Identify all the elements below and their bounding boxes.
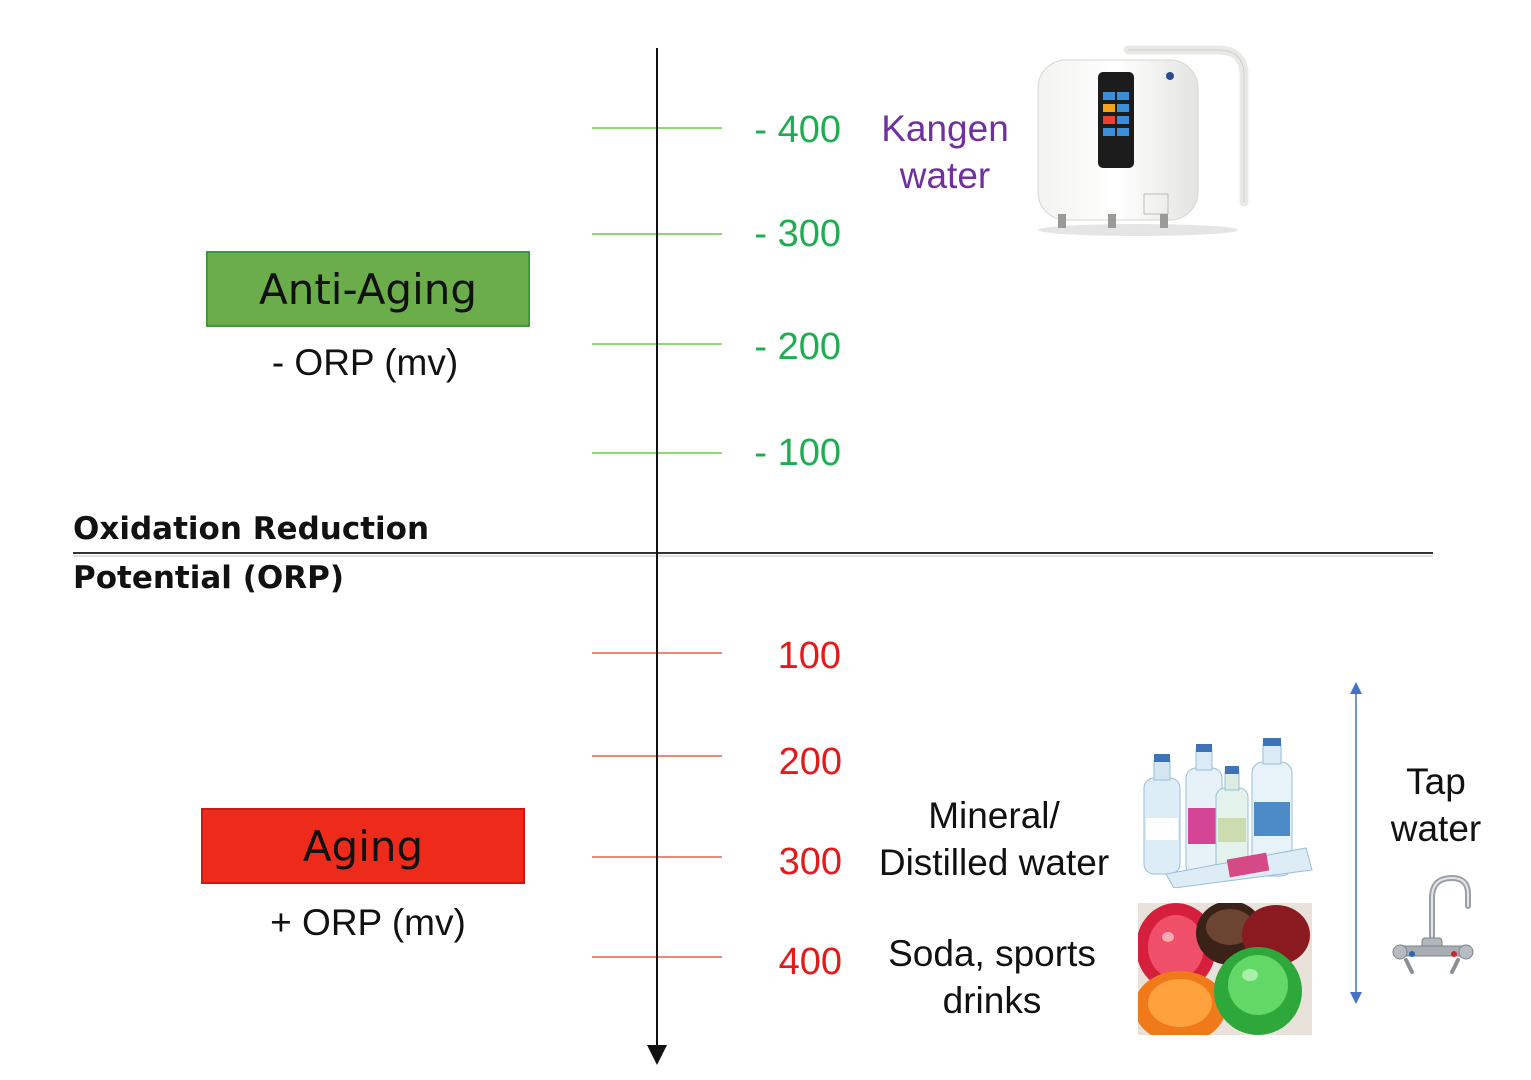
positive-orp-unit: + ORP (mv) [270, 902, 466, 943]
scale-label-neg-300: - 300 [754, 213, 841, 255]
kangen-water-label: Kangen water [881, 108, 1009, 196]
negative-orp-unit: - ORP (mv) [271, 342, 459, 383]
scale-label-neg-100: - 100 [754, 432, 841, 474]
faucet-icon [1392, 874, 1474, 974]
tap-water-label: Tap water [1390, 761, 1482, 849]
scale-label-pos-300: 300 [778, 841, 842, 883]
aging-box: Aging [201, 808, 525, 884]
bottled-water-icon [1143, 738, 1313, 888]
scale-label-neg-200: - 200 [754, 326, 841, 368]
soda-drinks-icon [1138, 903, 1312, 1035]
anti-aging-label: Anti-Aging [258, 264, 478, 314]
scale-label-pos-400: 400 [778, 941, 842, 983]
mineral-water-label: Mineral/ Distilled water [878, 795, 1110, 883]
orp-title-line1: Oxidation Reduction [73, 511, 430, 547]
anti-aging-box: Anti-Aging [206, 251, 530, 327]
orp-title-line2: Potential (ORP) [73, 560, 344, 596]
scale-label-pos-200: 200 [778, 741, 842, 783]
scale-label-pos-100: 100 [777, 635, 841, 677]
soda-drinks-label: Soda, sports drinks [888, 933, 1096, 1021]
tap-water-range-arrow [1350, 682, 1362, 1004]
water-ionizer-icon [1037, 45, 1249, 236]
scale-label-neg-400: - 400 [754, 109, 841, 151]
aging-label: Aging [302, 821, 424, 871]
